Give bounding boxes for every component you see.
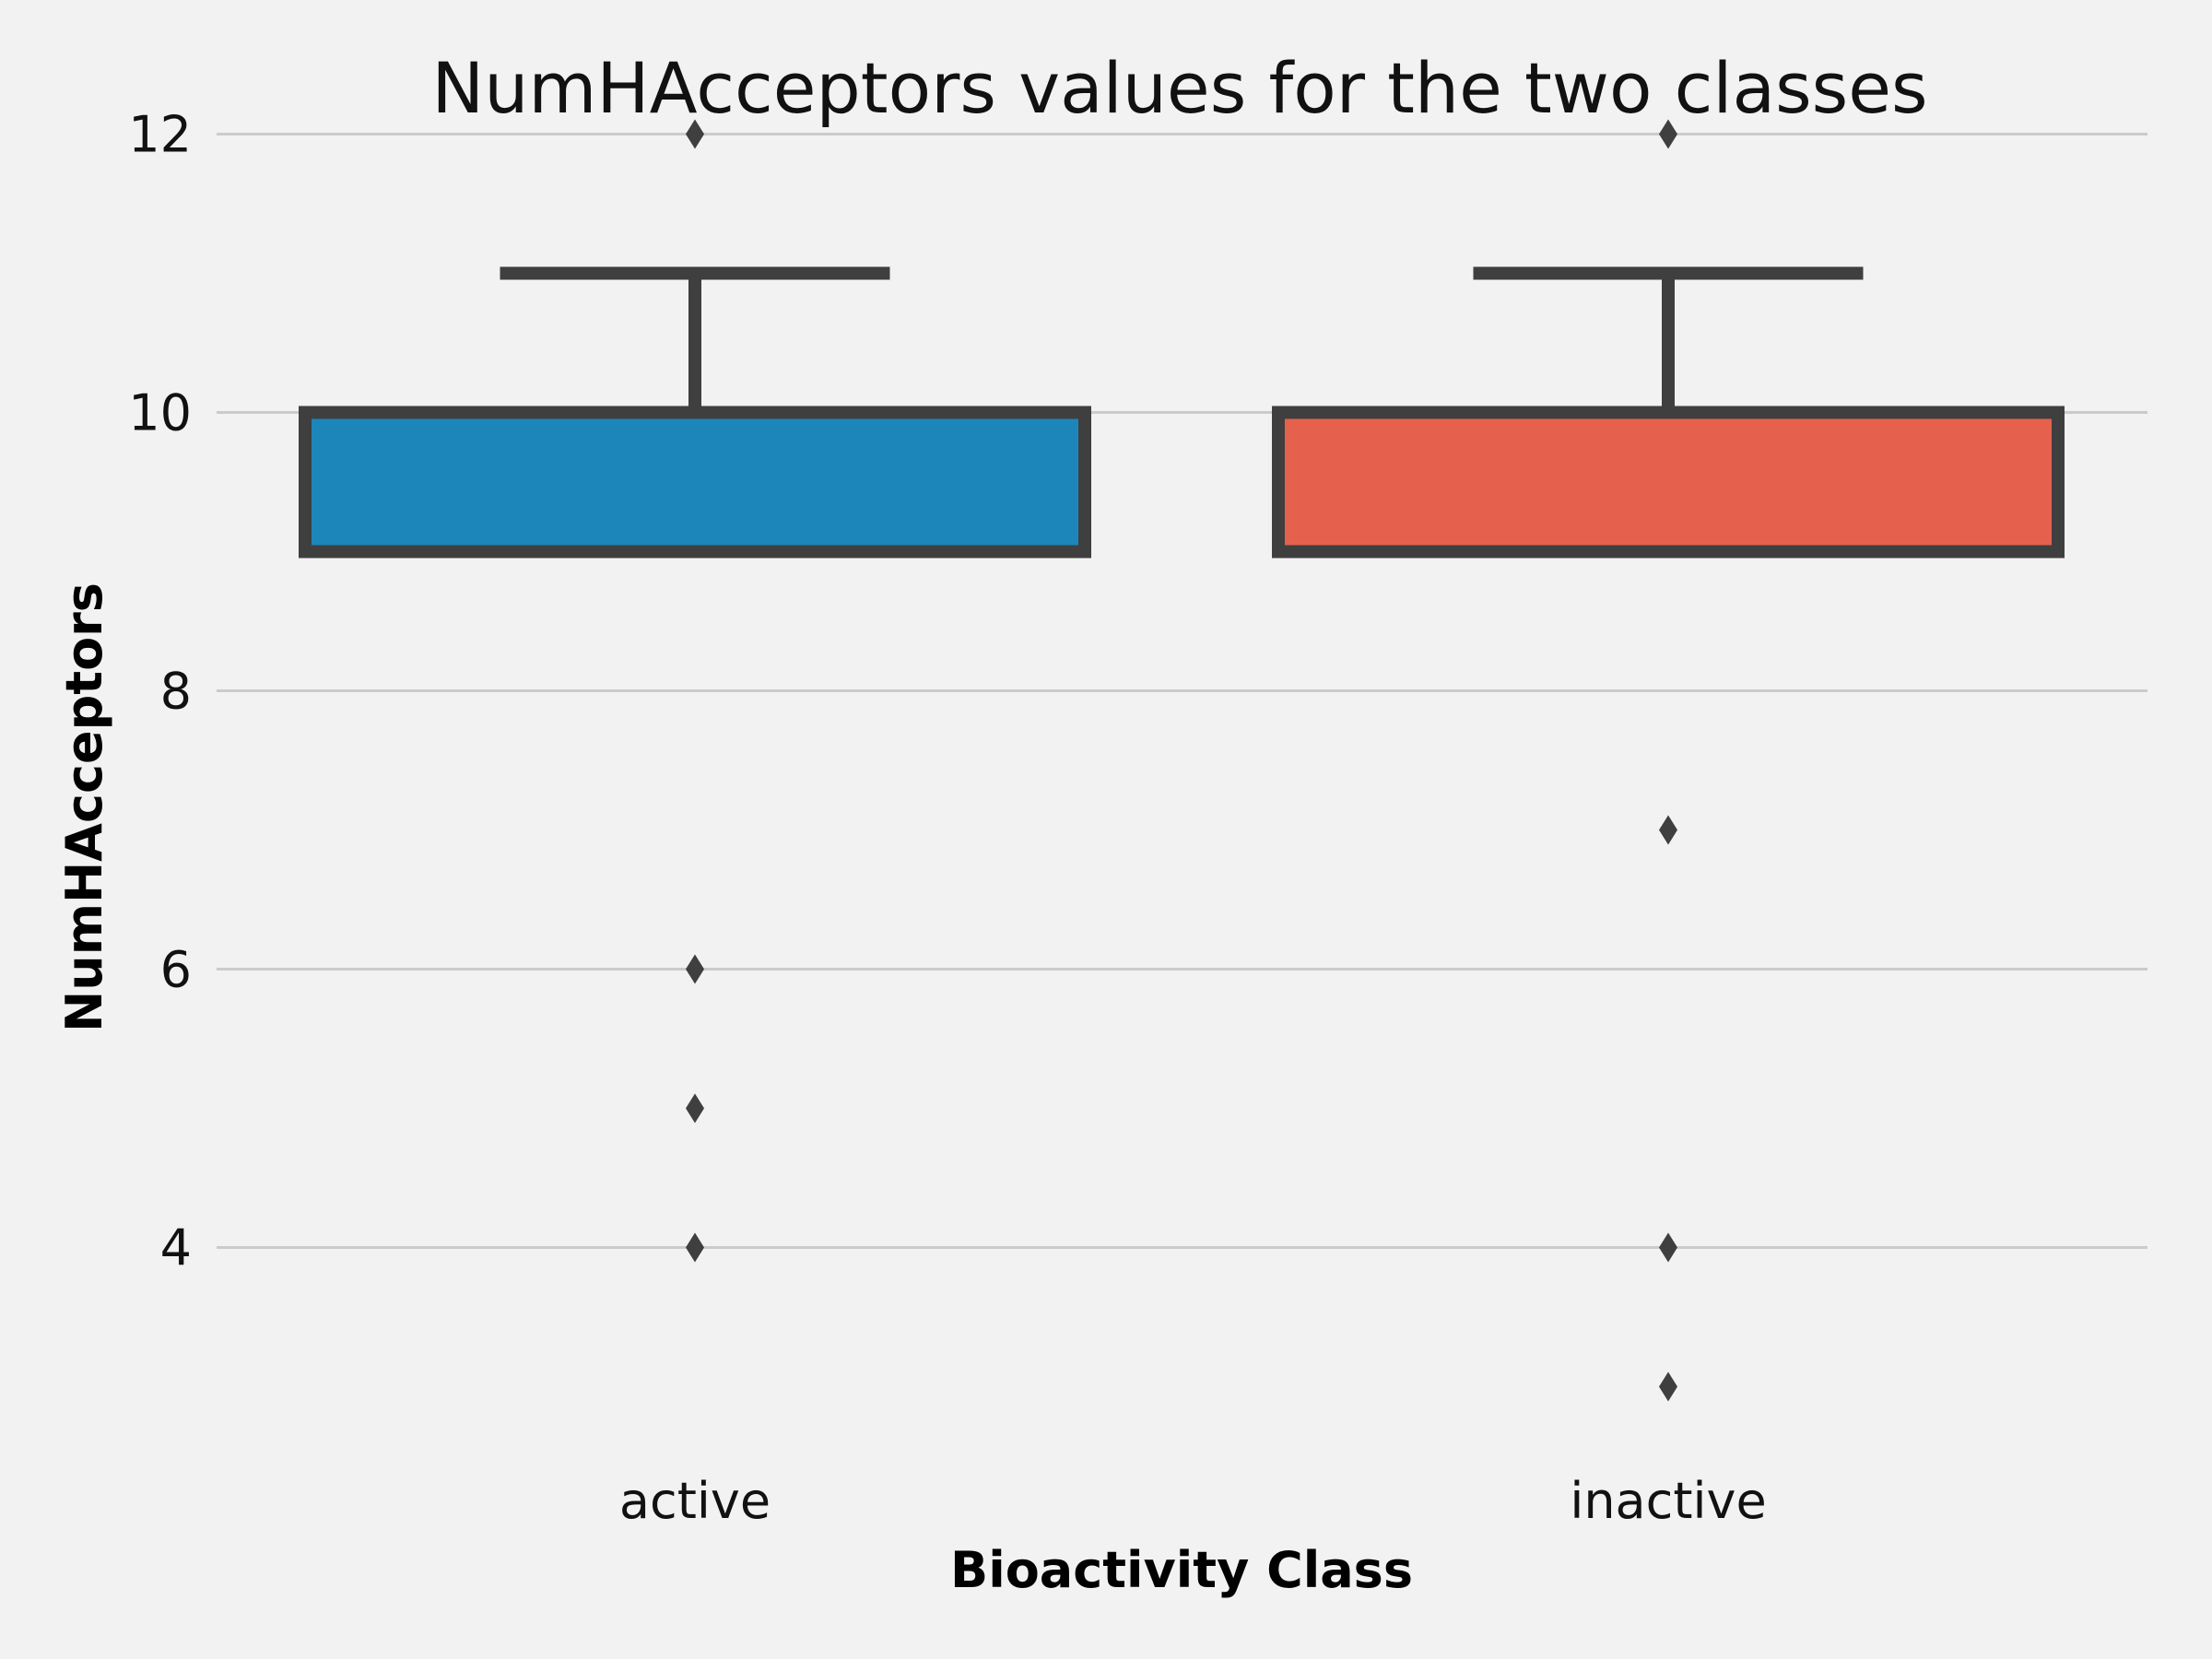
box-active	[299, 406, 1091, 559]
box-group-inactive	[1272, 119, 2065, 1402]
y-tick-label-6: 6	[160, 941, 192, 999]
outlier-inactive-3	[1659, 1371, 1677, 1402]
chart-title: NumHAcceptors values for the two classes	[431, 47, 1927, 129]
plot-area	[299, 119, 2065, 1402]
x-tick-label-active: active	[619, 1472, 771, 1530]
outlier-inactive-0	[1659, 119, 1677, 149]
y-tick-label-10: 10	[128, 384, 192, 442]
x-tick-label-inactive: inactive	[1570, 1472, 1766, 1530]
outlier-inactive-1	[1659, 815, 1677, 845]
box-inactive	[1272, 406, 2065, 559]
box-group-active	[299, 119, 1091, 1263]
outlier-active-3	[686, 1232, 704, 1263]
y-tick-label-12: 12	[128, 106, 192, 164]
y-axis-label: NumHAcceptors	[55, 582, 113, 1032]
outlier-active-2	[686, 1093, 704, 1124]
outlier-active-0	[686, 119, 704, 149]
x-axis-label: Bioactivity Class	[950, 1541, 1413, 1599]
y-tick-label-4: 4	[160, 1219, 192, 1277]
outlier-active-1	[686, 954, 704, 984]
tick-labels: 4 6 8 10 12 active inactive	[128, 106, 1766, 1531]
outlier-inactive-2	[1659, 1232, 1677, 1263]
y-tick-label-8: 8	[160, 663, 192, 721]
